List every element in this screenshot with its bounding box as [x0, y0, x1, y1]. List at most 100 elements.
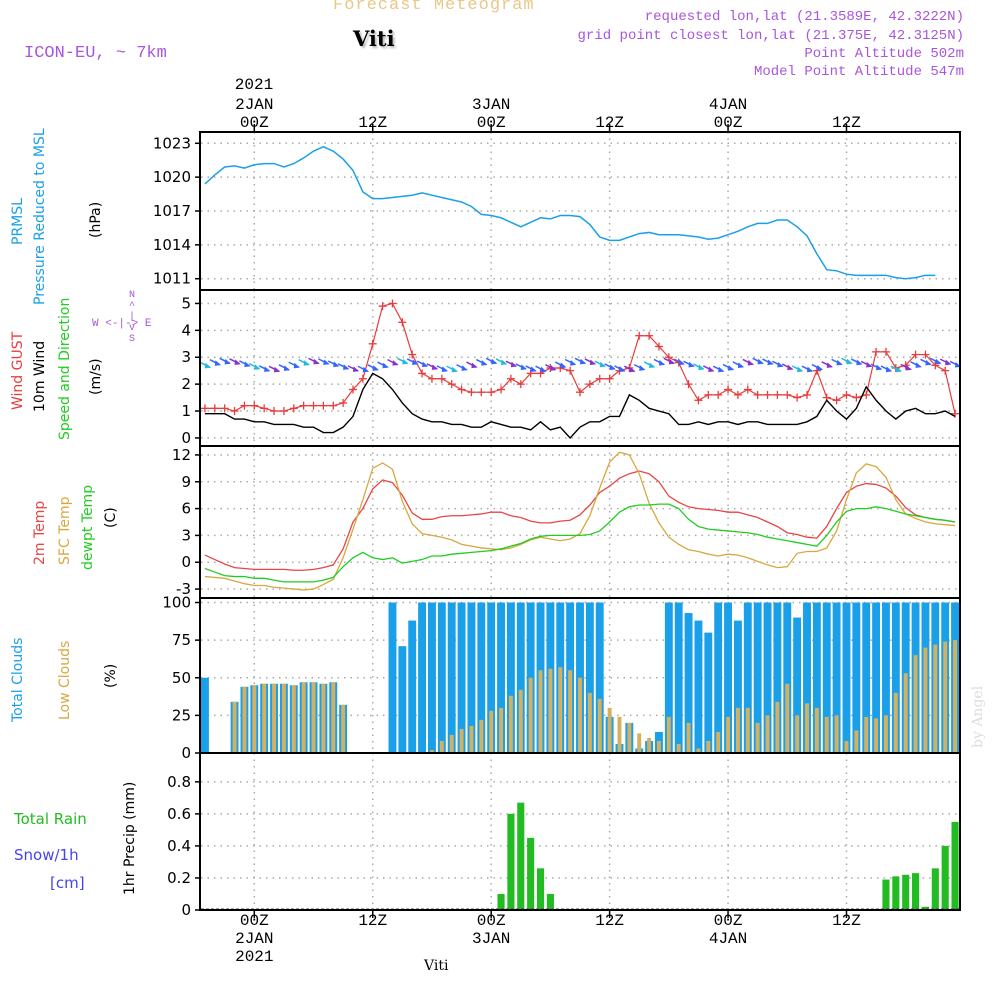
- wind-arrow-head: [905, 364, 912, 371]
- total-cloud-bar: [862, 602, 871, 753]
- low-cloud-bar: [597, 698, 602, 753]
- location-title: Viti: [353, 26, 395, 51]
- bottom-time-label: 00Z: [239, 912, 269, 930]
- y-tick-label: 1020: [153, 168, 191, 186]
- low-cloud-bar: [775, 701, 780, 753]
- wind-arrow-head: [589, 359, 597, 366]
- total-cloud-bar: [437, 602, 446, 753]
- low-cloud-bar: [726, 716, 731, 753]
- low-cloud-bar: [686, 722, 691, 753]
- wind-arrow-head: [816, 365, 824, 371]
- low-cloud-bar: [814, 707, 819, 753]
- wind-arrow-head: [402, 358, 409, 365]
- wind-arrow-head: [412, 359, 419, 365]
- wind-line: [204, 372, 956, 439]
- total-cloud-bar: [694, 620, 703, 753]
- wind-arrow-head: [441, 366, 449, 372]
- wind-arrow-head: [520, 364, 527, 370]
- wind-arrow-head: [323, 359, 330, 365]
- low-cloud-bar: [953, 640, 958, 753]
- wind-arrow-head: [836, 359, 843, 366]
- wind-arrow-head: [668, 358, 676, 365]
- total-cloud-bar: [418, 602, 427, 753]
- y-tick-label: 1: [181, 402, 191, 420]
- total-cloud-bar: [497, 602, 505, 753]
- y-tick-label: 50: [172, 669, 191, 687]
- top-time-label: 00Z: [713, 114, 743, 132]
- bottom-time-label: 4JAN: [708, 930, 748, 948]
- bottom-time-label: 00Z: [713, 912, 743, 930]
- top-time-label: 00Z: [239, 114, 269, 132]
- bottom-time-label: 12Z: [595, 912, 625, 930]
- wind-arrow-head: [550, 365, 557, 371]
- wind-arrow-head: [283, 365, 291, 371]
- wind-arrow-head: [826, 362, 833, 368]
- rain-bar: [902, 874, 910, 910]
- total-cloud-bar: [674, 602, 683, 753]
- low-cloud-bar: [943, 641, 948, 753]
- low-cloud-bar: [232, 701, 237, 753]
- low-cloud-bar: [281, 683, 286, 753]
- pressure-line: [204, 145, 936, 280]
- total-cloud-bar: [724, 602, 732, 753]
- wind-arrow-head: [797, 366, 804, 373]
- total-cloud-bar: [408, 620, 417, 753]
- top-time-label: 2JAN: [235, 96, 274, 114]
- wind-arrow-head: [343, 364, 350, 370]
- wind-arrow-head: [678, 359, 685, 366]
- total-cloud-bar: [803, 602, 811, 753]
- low-cloud-bar: [617, 716, 622, 753]
- wind-arrow-head: [866, 361, 873, 368]
- wind-arrow-head: [639, 365, 646, 371]
- y-tick-label: 12: [172, 446, 191, 464]
- dewpt-line: [204, 503, 956, 583]
- y-tick-label: 1023: [153, 134, 191, 152]
- low-cloud-bar: [745, 707, 750, 753]
- wind-arrow-head: [234, 359, 241, 365]
- model-label: ICON-EU, ~ 7km: [24, 44, 167, 63]
- low-cloud-bar: [439, 740, 444, 753]
- requested-coords: requested lon,lat (21.3589E, 42.3222N): [644, 9, 964, 25]
- low-cloud-bar: [913, 655, 918, 753]
- low-cloud-bar: [508, 695, 513, 753]
- wind-arrow-head: [806, 366, 814, 373]
- y-tick-label: 25: [172, 706, 191, 724]
- total-cloud-bar: [506, 602, 515, 753]
- bottom-time-label: 12Z: [832, 912, 861, 930]
- low-cloud-bar: [627, 722, 632, 753]
- rain-bar: [507, 813, 515, 910]
- sfctemp-line: [204, 451, 956, 591]
- y-tick-label: 9: [181, 473, 191, 491]
- top-time-label: 12Z: [832, 114, 861, 132]
- y-tick-label: 5: [181, 294, 191, 312]
- y-tick-label: 1017: [153, 202, 191, 220]
- model-altitude: Model Point Altitude 547m: [753, 64, 964, 80]
- y-tick-label: 3: [181, 526, 191, 544]
- wind-arrow-head: [649, 362, 656, 369]
- total-cloud-bar: [822, 602, 831, 753]
- wind-arrow-head: [599, 361, 606, 368]
- low-cloud-bar: [499, 707, 504, 753]
- wind-arrow-head: [727, 365, 735, 371]
- wind-arrow-head: [422, 361, 429, 368]
- wind-arrow-head: [708, 366, 715, 373]
- total-cloud-bar: [812, 602, 821, 753]
- y-tick-label: 0: [181, 429, 191, 447]
- low-cloud-bar: [893, 692, 898, 753]
- low-cloud-bar: [489, 710, 494, 753]
- rain-bar: [892, 876, 900, 910]
- low-cloud-bar: [854, 730, 859, 753]
- wind-arrow-head: [510, 361, 518, 368]
- rain-bar: [931, 868, 939, 910]
- total-cloud-bar: [714, 602, 723, 753]
- total-cloud-bar: [388, 602, 397, 753]
- top-time-label: 12Z: [358, 114, 388, 132]
- wind-arrow-head: [718, 366, 725, 373]
- y-tick-label: 0: [181, 744, 191, 762]
- y-tick-label: 75: [172, 631, 191, 649]
- wind-arrow-head: [895, 366, 903, 373]
- wind-arrow-head: [777, 361, 784, 368]
- y-tick-label: 3: [181, 348, 191, 366]
- total-cloud-bar: [704, 632, 713, 753]
- low-cloud-bar: [844, 740, 849, 753]
